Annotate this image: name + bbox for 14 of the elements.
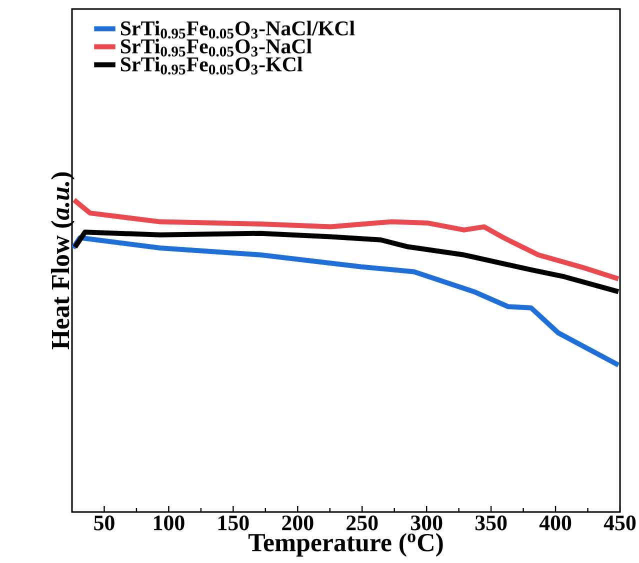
x-tick-label: 100 [154,516,184,530]
legend-label: SrTi$_{0.95}$Fe$_{0.05}$O$_{3}$-NaCl/KCl [120,20,355,39]
x-tick-label: 250 [346,516,378,530]
x-tick-label: 300 [410,516,442,530]
y-axis-title: Heat Flow (a.u.) [50,172,74,350]
legend-label: SrTi$_{0.95}$Fe$_{0.05}$O$_{3}$-KCl [120,56,302,75]
legend-label: SrTi$_{0.95}$Fe$_{0.05}$O$_{3}$-NaCl [120,38,312,57]
x-axis-title: Temperature ($^{o}$C) [248,533,443,557]
x-tick-label: 350 [475,516,507,530]
x-tick-label: 400 [539,516,572,530]
x-tick-label: 200 [282,516,314,530]
x-tick-label: 150 [218,516,249,530]
x-tick-label: 450 [604,516,636,530]
x-tick-label: 50 [94,516,114,530]
